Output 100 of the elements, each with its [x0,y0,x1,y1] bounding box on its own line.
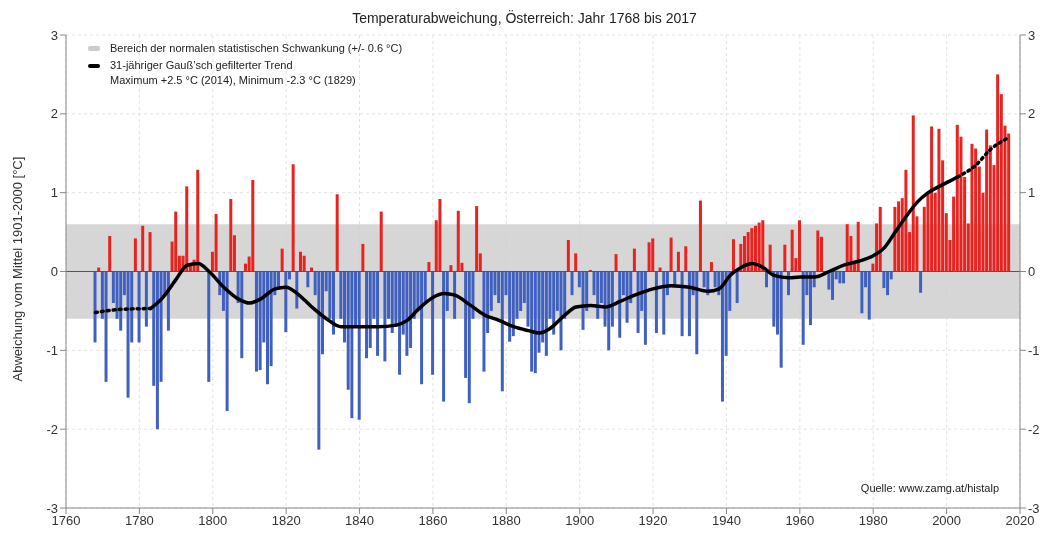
bar [919,271,923,293]
bar [383,271,387,362]
x-tick-label: 1760 [51,513,81,529]
bar [544,271,548,356]
bar [119,271,123,331]
bar [144,271,148,327]
bar [937,128,941,272]
bar [614,254,618,272]
bar [581,271,585,330]
bar [214,213,218,272]
y-tick-label: 3 [50,27,58,43]
bar [974,148,978,272]
bar [680,271,684,337]
bar [669,237,673,272]
y-axis-title: Abweichung vom Mittel 1901-2000 [°C] [9,156,25,382]
bar [93,271,97,343]
y-tick-label: 2 [50,106,58,122]
bar [662,271,666,335]
bar [284,271,288,333]
bar [647,242,651,272]
x-tick-label: 1900 [565,513,595,529]
x-tick-label: 1960 [785,513,815,529]
bar [801,271,805,345]
y-tick-label: -2 [46,421,58,437]
bar [985,129,989,272]
bar [431,271,435,375]
bar [860,271,864,314]
bar [570,271,574,296]
bar [651,238,655,272]
bar [240,271,244,359]
bar [207,271,211,382]
bar [783,244,787,272]
bar [735,271,739,304]
bar [361,243,365,272]
bar [574,253,578,272]
bar [911,115,915,272]
bar [427,262,431,272]
x-tick-label: 2000 [932,513,962,529]
bar [442,271,446,402]
bar [508,271,512,342]
bar [108,236,112,272]
bar [816,230,820,272]
bar [970,143,974,272]
bar [148,232,152,272]
bar [720,271,724,402]
bar [133,238,137,272]
bar [904,169,908,272]
bar [996,74,1000,272]
bar [768,244,772,272]
bar [695,271,699,355]
x-tick-label: 1880 [491,513,521,529]
bar [254,271,258,372]
x-tick-label: 1800 [198,513,228,529]
bar [750,228,754,272]
bar [607,271,611,351]
bar [500,271,504,392]
bar [280,248,284,272]
bar [357,271,361,420]
bar [566,239,570,272]
bar [376,271,380,356]
x-tick-label: 1820 [271,513,301,529]
y-tick-label: 0 [50,264,58,280]
bar [632,248,636,272]
bar [856,221,860,272]
bar [332,271,336,335]
bar [625,271,629,323]
y2-tick-label: -3 [1028,500,1040,516]
bar [731,239,735,272]
x-tick-label: 1840 [345,513,374,529]
annotation: Quelle: www.zamg.at/histalp [860,482,999,494]
bar [761,220,765,272]
y-tick-label: 1 [50,185,58,201]
bar [643,271,647,345]
bar [420,271,424,385]
bar [654,271,658,333]
bar [698,200,702,272]
x-tick-label: 1920 [638,513,668,529]
bar [878,206,882,272]
bar [126,271,130,398]
x-tick-label: 1940 [712,513,741,529]
annotation: Maximum +2.5 °C (2014), Minimum -2.3 °C (1829) [110,74,356,86]
x-tick-label: 1860 [418,513,448,529]
bar [552,271,556,335]
bar [779,271,783,368]
y2-tick-label: -2 [1028,421,1040,437]
bar [251,180,255,272]
y2-tick-label: 0 [1028,264,1036,280]
bar [453,271,457,319]
y-tick-label: -1 [46,342,58,358]
bar [104,271,108,382]
bar [886,271,890,296]
y-tick-label: -3 [46,500,58,516]
chart-title: Temperaturabweichung, Österreich: Jahr 1768 bis 2017 [351,9,698,28]
bar [955,124,959,272]
bar [196,169,200,272]
bar [842,271,846,284]
bar [438,198,442,272]
bar [185,186,189,272]
y2-tick-label: 2 [1028,106,1036,122]
x-tick-label: 1980 [858,513,888,529]
